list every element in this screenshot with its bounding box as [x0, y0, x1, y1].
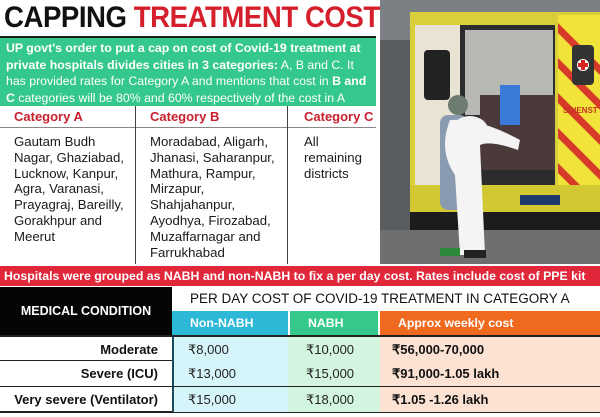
nabh-cell: ₹15,000 [288, 361, 380, 386]
nabh-header: NABH [290, 311, 378, 335]
non-nabh-header: Non-NABH [172, 311, 288, 335]
weekly-cost-cell: ₹56,000-70,000 [380, 337, 600, 362]
weekly-cost-cell: ₹91,000-1.05 lakh [380, 361, 600, 386]
cost-table: MEDICAL CONDITION PER DAY COST OF COVID-… [0, 287, 600, 413]
intro-text-2: categories will be 80% and 60% respectiv… [14, 90, 346, 105]
table-row: Severe (ICU) ₹13,000 ₹15,000 ₹91,000-1.0… [0, 361, 600, 387]
nabh-cell: ₹10,000 [288, 337, 380, 362]
category-b-label: Category B [136, 106, 287, 128]
condition-cell: Moderate [100, 342, 158, 357]
info-banner: Hospitals were grouped as NABH and non-N… [0, 266, 600, 286]
category-a: Category A Gautam Budh Nagar, Ghaziabad,… [0, 106, 136, 264]
title-part-1: CAPPING [4, 1, 127, 34]
category-c-label: Category C [288, 106, 376, 128]
categories-table: Category A Gautam Budh Nagar, Ghaziabad,… [0, 106, 376, 264]
table-row: Very severe (Ventilator) ₹15,000 ₹18,000… [0, 387, 600, 413]
intro-box: UP govt's order to put a cap on cost of … [0, 36, 376, 106]
weekly-cost-header: Approx weekly cost [380, 311, 600, 335]
category-a-cities: Gautam Budh Nagar, Ghaziabad, Lucknow, K… [14, 134, 124, 244]
category-c-cities: All remaining districts [304, 134, 362, 181]
non-nabh-cell: ₹13,000 [172, 361, 288, 386]
medical-condition-header: MEDICAL CONDITION [0, 287, 172, 335]
intro-text-1: A, B and C. It has provided rates for Ca… [6, 57, 354, 89]
nabh-cell: ₹18,000 [288, 387, 380, 412]
category-b-cities: Moradabad, Aligarh, Jhanasi, Saharanpur,… [150, 134, 275, 260]
ambulance-photo-image: SDIENST [380, 0, 600, 264]
page-title: CAPPING TREATMENT COST [4, 2, 380, 34]
svg-text:SDIENST: SDIENST [563, 106, 598, 115]
non-nabh-cell: ₹15,000 [172, 387, 288, 412]
ambulance-photo: SDIENST [380, 0, 600, 264]
title-part-2: TREATMENT COST [133, 1, 381, 34]
table-row: Moderate ₹8,000 ₹10,000 ₹56,000-70,000 [0, 335, 600, 362]
non-nabh-cell: ₹8,000 [172, 337, 288, 362]
category-a-label: Category A [0, 106, 135, 128]
category-c: Category C All remaining districts [288, 106, 376, 264]
condition-cell: Severe (ICU) [80, 366, 158, 381]
intro-bold-2: B and C [6, 74, 367, 105]
category-b: Category B Moradabad, Aligarh, Jhanasi, … [136, 106, 288, 264]
intro-bold: UP govt's order to put a cap on cost of … [6, 41, 361, 72]
weekly-cost-cell: ₹1.05 -1.26 lakh [380, 387, 600, 412]
condition-cell: Very severe (Ventilator) [14, 392, 158, 407]
per-day-cost-header: PER DAY COST OF COVID-19 TREATMENT IN CA… [190, 291, 569, 330]
